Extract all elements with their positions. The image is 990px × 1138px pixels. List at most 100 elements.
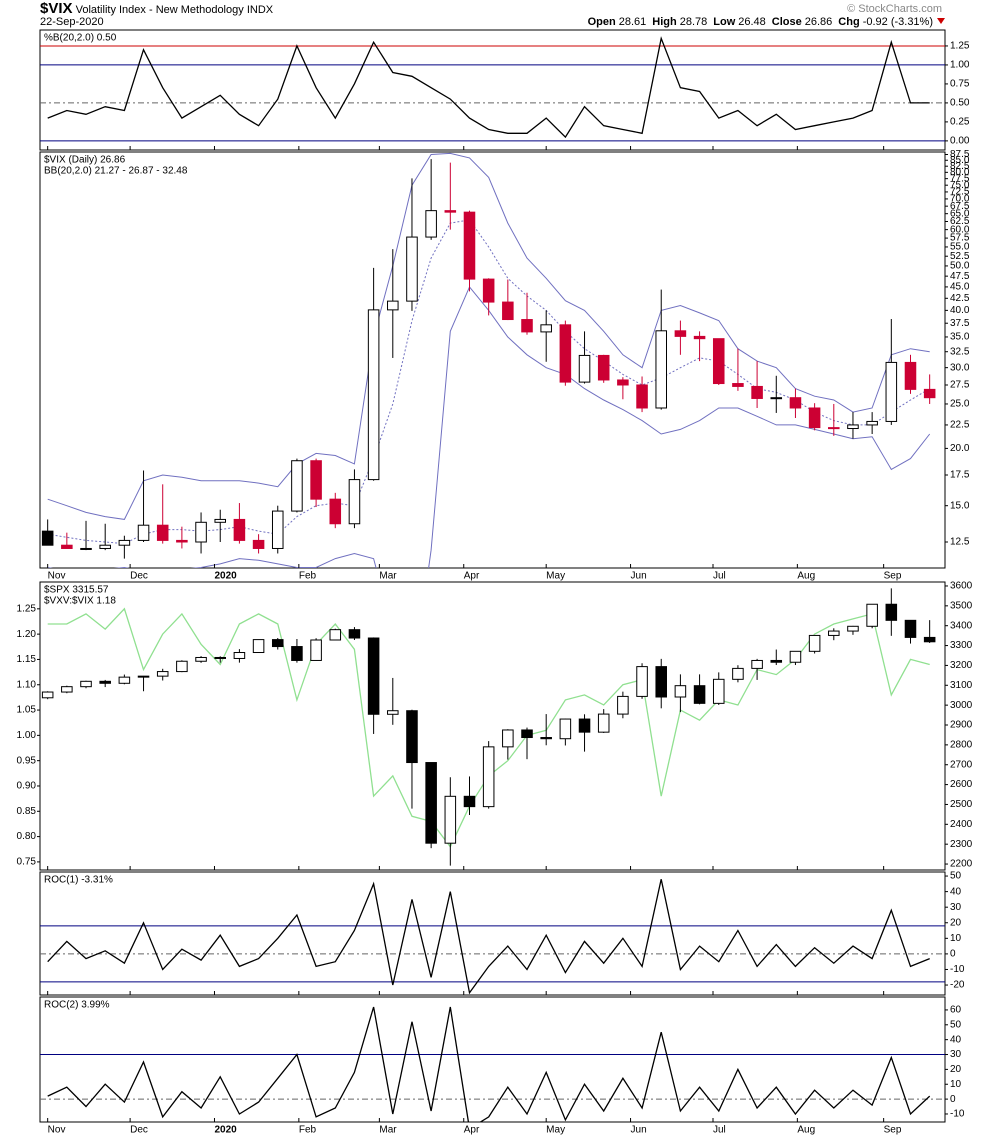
y-tick-label: 0 [950, 1094, 956, 1105]
bollinger-upper [47, 152, 930, 520]
bollinger-middle [47, 219, 930, 545]
y-tick-label: 17.5 [950, 470, 970, 481]
x-tick-label: Mar [379, 571, 397, 582]
x-tick-label: 2020 [214, 571, 237, 582]
x-tick-label: Dec [130, 571, 148, 582]
candle-body [559, 718, 572, 740]
y-tick-label: 3100 [950, 680, 973, 691]
panel-legend: $VIX (Daily) 26.86 [44, 155, 126, 166]
y-tick-label: 2800 [950, 740, 973, 751]
panel-frame [39, 581, 946, 871]
y-tick-label: 52.5 [950, 251, 970, 262]
candle-body [444, 210, 457, 213]
candle-body [789, 397, 802, 409]
y-tick-label: 37.5 [950, 318, 970, 329]
panel-frame [39, 29, 946, 151]
series-legend: $VXV:$VIX 1.18 [44, 596, 116, 607]
candle-body [828, 630, 840, 636]
y-tick-label: 30 [950, 902, 962, 913]
y-tick-label: 3500 [950, 600, 973, 611]
candle-body [482, 746, 495, 808]
y-tick-label: 3000 [950, 700, 973, 711]
panel: -10 0 10 20 30 40 50 60 ROC(2) 3.99% [39, 996, 965, 1123]
candle-body [904, 619, 917, 638]
date: 22-Sep-2020 [40, 16, 104, 28]
candle-body [348, 479, 361, 525]
panel: 2200 2300 2400 2500 2600 2700 2800 2900 3000 3100… [17, 581, 973, 871]
y-tick-label: 60.0 [950, 224, 970, 235]
y-tick-label: 10 [950, 1079, 962, 1090]
candle-body [214, 518, 227, 523]
panel: 12.5 15.0 17.5 20.0 22.5 25.0 27.5 30.0 32.5 35.0… [39, 149, 970, 569]
candle-body [885, 603, 898, 621]
y-tick-label: 50.0 [950, 261, 970, 272]
y-tick-label: 2900 [950, 720, 973, 731]
y-tick-label: -20 [950, 980, 965, 991]
candle-body [559, 324, 572, 383]
candle-body [137, 524, 150, 541]
candle-body [693, 335, 706, 340]
y-tick-label: 3400 [950, 620, 973, 631]
panel: 0.00 0.25 0.50 0.75 1.00 1.25 %B(20,2.0) 0.50 [39, 29, 970, 151]
y-tick-label: 60 [950, 1005, 962, 1016]
candle-body [233, 652, 246, 659]
candle-body [137, 675, 150, 678]
y-tick-label: 67.5 [950, 201, 970, 212]
candle-body [252, 539, 265, 549]
x-tick-label: Mar [379, 1125, 397, 1136]
candle-body [156, 671, 169, 677]
y-tick-label: 0.75 [950, 79, 970, 90]
panel-legend: ROC(2) 3.99% [44, 1000, 110, 1011]
quote-label: Open [587, 16, 616, 28]
x-tick-label: Jun [631, 1125, 647, 1136]
y-tick-label: -10 [950, 1109, 965, 1120]
candle-body [655, 666, 668, 698]
candle-body [597, 354, 610, 381]
y-tick-label: 30.0 [950, 362, 970, 373]
candle-body [61, 544, 73, 549]
x-tick-label: May [546, 571, 565, 582]
candle-body [885, 361, 898, 422]
candle-body [310, 639, 322, 661]
x-tick-label: Jul [713, 1125, 726, 1136]
y-tick-label: 72.5 [950, 187, 970, 198]
candle-body [444, 795, 457, 844]
candle-body [540, 737, 552, 740]
y-tick-label: 87.5 [950, 149, 970, 160]
y-tick-label: 32.5 [950, 346, 970, 357]
candle-body [195, 656, 207, 662]
series-line [47, 1006, 931, 1122]
x-tick-label: Aug [797, 1125, 815, 1136]
candle-body [406, 710, 418, 764]
y-tick-label: 2600 [950, 779, 973, 790]
y-tick-label: 55.0 [950, 242, 970, 253]
candle-body [923, 636, 936, 643]
quote-label: Low [713, 16, 736, 28]
candle-body [732, 383, 744, 387]
candle-body [712, 338, 725, 385]
candle-body [61, 686, 73, 693]
candle-body [99, 544, 111, 549]
panel-legend: $SPX 3315.57 [44, 585, 109, 596]
candle-body [617, 695, 629, 715]
candle-body [847, 424, 859, 430]
x-tick-label: Sep [884, 571, 902, 582]
candle-body [176, 539, 188, 543]
candle-body [502, 301, 514, 321]
candle-body [751, 659, 763, 669]
candle-body [329, 629, 342, 641]
panel-legend: ROC(1) -3.31% [44, 875, 113, 886]
y-tick-label: 3300 [950, 640, 973, 651]
x-tick-label: 2020 [214, 1125, 237, 1136]
header: $VIX Volatility Index - New Methodology … [0, 0, 990, 30]
candle-body [41, 691, 54, 699]
y-tick-label: 12.5 [950, 537, 970, 548]
candle-body [808, 407, 821, 429]
candle-body [387, 710, 399, 715]
candle-body [387, 300, 399, 311]
candle-body [904, 361, 917, 390]
candle-body [406, 236, 418, 302]
y2-tick-label: 1.00 [17, 730, 37, 741]
